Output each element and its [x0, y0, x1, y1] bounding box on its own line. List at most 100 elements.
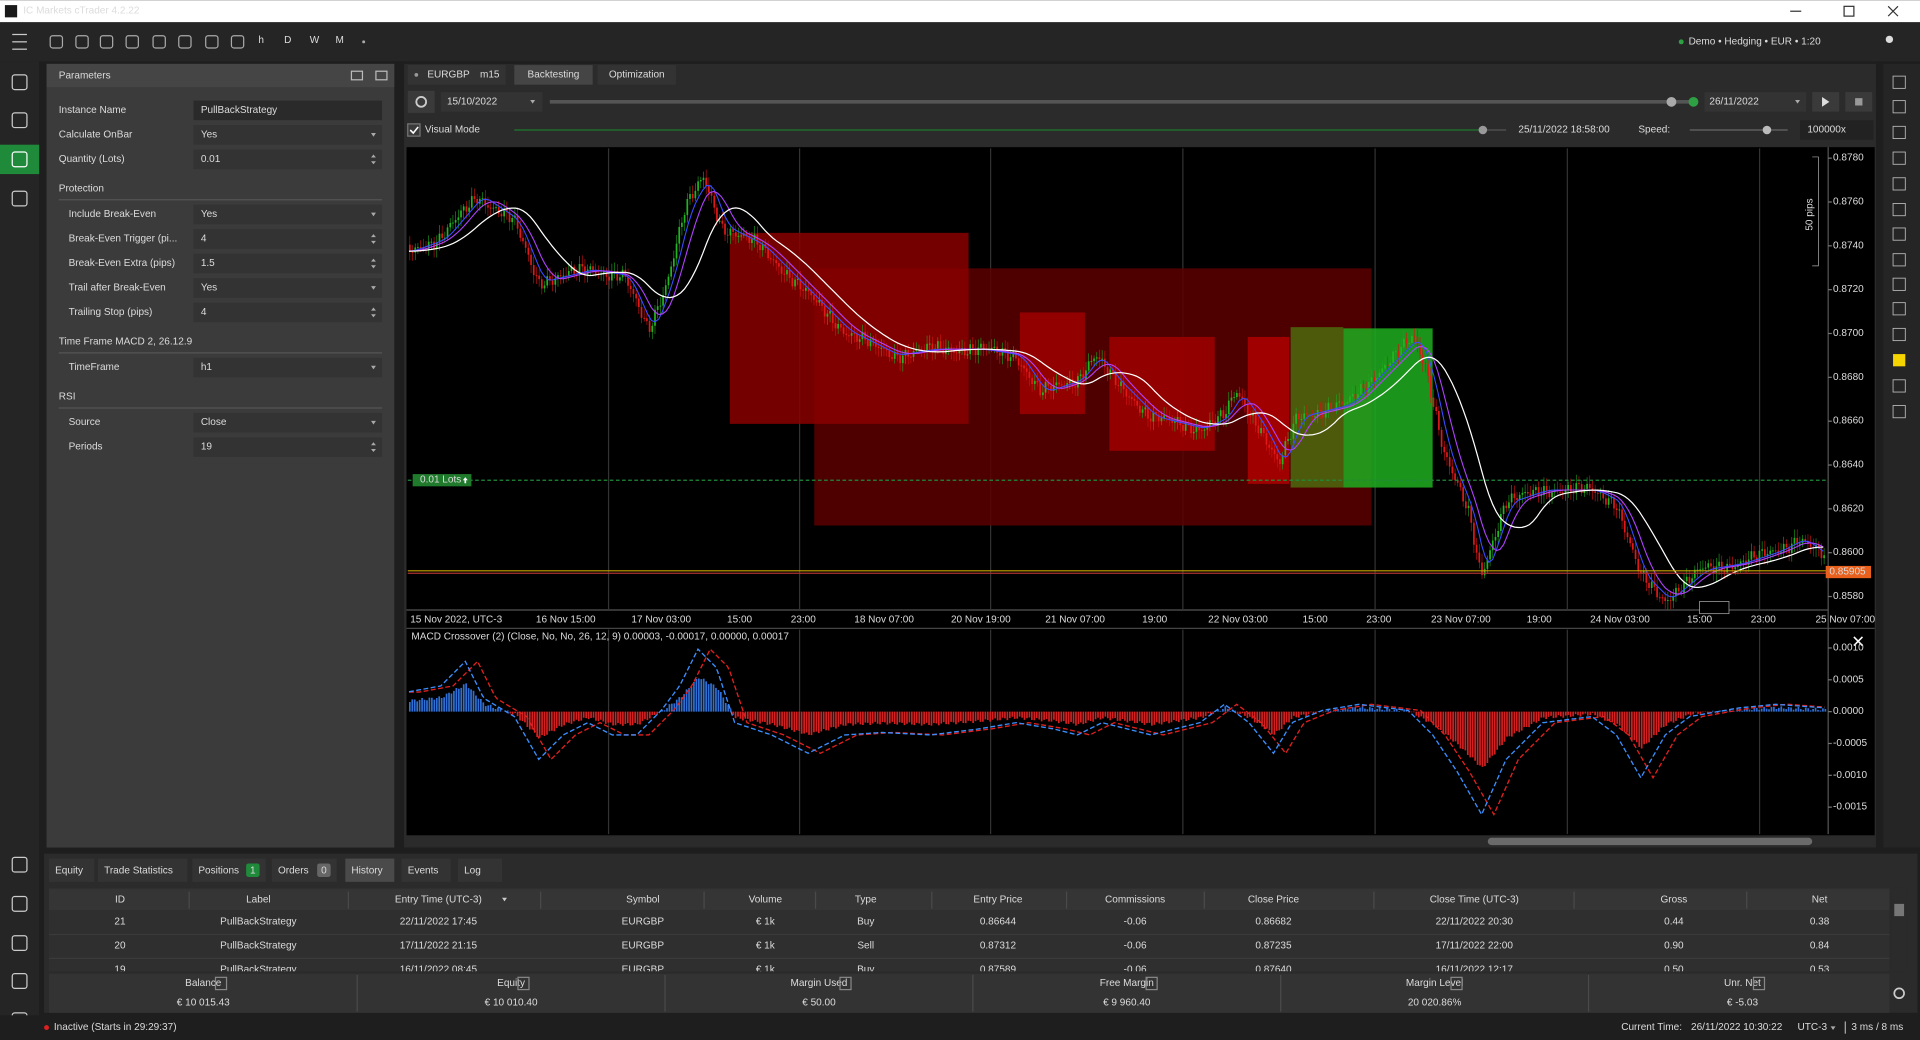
timeframe-button[interactable]: D: [284, 35, 291, 46]
drawing-tool[interactable]: [1892, 100, 1906, 114]
rail-button[interactable]: [11, 74, 28, 91]
parameter-input[interactable]: [193, 302, 383, 323]
column-header[interactable]: Close Price: [1248, 895, 1300, 906]
parameter-input[interactable]: [193, 100, 383, 121]
parameter-input[interactable]: [193, 204, 383, 225]
spinner[interactable]: [371, 154, 376, 165]
toolbar-button[interactable]: [99, 35, 114, 49]
info-icon[interactable]: [517, 976, 530, 991]
rail-button[interactable]: [11, 112, 28, 129]
rail-button[interactable]: [11, 895, 28, 912]
rail-button[interactable]: [11, 973, 28, 989]
position-badge[interactable]: [412, 474, 472, 487]
panel-button[interactable]: [375, 70, 388, 81]
drawing-tool[interactable]: [1892, 75, 1906, 89]
bottom-tab[interactable]: [48, 858, 95, 882]
info-icon[interactable]: [1752, 976, 1766, 991]
drawing-tool[interactable]: [1892, 405, 1906, 419]
settings-button[interactable]: [407, 90, 435, 113]
rail-button-active[interactable]: [0, 144, 40, 175]
speed-knob[interactable]: [1762, 125, 1772, 135]
drawing-tool[interactable]: [1892, 151, 1906, 165]
v-scroll-thumb[interactable]: [1894, 903, 1905, 917]
rail-button[interactable]: [11, 190, 28, 207]
bottom-tab[interactable]: [97, 858, 188, 882]
timezone[interactable]: UTC-3: [1798, 1022, 1828, 1033]
speed-input[interactable]: [1800, 120, 1874, 140]
price-label: 0.8640: [1833, 460, 1864, 471]
toolbar-button[interactable]: [125, 35, 139, 49]
drawing-tool[interactable]: [1893, 354, 1906, 367]
parameter-input[interactable]: [193, 229, 383, 249]
column-header[interactable]: Type: [855, 895, 877, 906]
restore-button[interactable]: [1843, 5, 1855, 17]
drawing-tool[interactable]: [1892, 277, 1906, 291]
parameter-input[interactable]: [193, 357, 383, 378]
timeframe-button[interactable]: M: [336, 35, 344, 46]
toolbar-button[interactable]: [205, 35, 219, 49]
parameter-input[interactable]: [193, 412, 383, 433]
scroll-thumb[interactable]: [1487, 837, 1813, 846]
column-header[interactable]: Symbol: [626, 895, 659, 906]
progress-knob[interactable]: [1478, 125, 1488, 135]
parameter-input[interactable]: [193, 149, 383, 170]
column-header[interactable]: Close Time (UTC-3): [1430, 895, 1519, 906]
bottom-tab[interactable]: [457, 858, 503, 882]
panel-button[interactable]: [350, 70, 364, 81]
bottom-tab[interactable]: [401, 858, 451, 882]
toolbar-button[interactable]: [152, 35, 166, 49]
close-button[interactable]: [1887, 5, 1899, 17]
rail-button[interactable]: [11, 856, 28, 873]
toolbar-button[interactable]: [178, 35, 192, 49]
column-header[interactable]: Commissions: [1105, 895, 1165, 906]
symbol-tab[interactable]: [407, 65, 506, 85]
drawing-tool[interactable]: [1892, 327, 1906, 342]
drawing-tool[interactable]: [1892, 203, 1906, 217]
column-header[interactable]: Entry Price: [973, 895, 1022, 906]
mode-tab[interactable]: [597, 65, 676, 85]
spinner[interactable]: [371, 234, 376, 244]
account-info[interactable]: Demo • Hedging • EUR • 1:20: [1689, 36, 1822, 47]
drawing-tool[interactable]: [1892, 177, 1906, 191]
info-icon[interactable]: [1145, 976, 1158, 991]
bottom-tab[interactable]: [345, 858, 395, 882]
parameter-input[interactable]: [193, 253, 383, 274]
range-knob[interactable]: [1688, 96, 1699, 107]
drawing-tool[interactable]: [1892, 379, 1906, 393]
mode-tab[interactable]: [514, 65, 593, 85]
timeframe-button[interactable]: h: [258, 35, 264, 46]
column-header[interactable]: Entry Time (UTC-3): [395, 895, 482, 906]
toolbar-button[interactable]: [230, 35, 245, 49]
user-icon[interactable]: [1885, 35, 1894, 44]
column-header[interactable]: Volume: [749, 895, 783, 906]
drawing-tool[interactable]: [1892, 227, 1906, 241]
drawing-tool[interactable]: [1892, 253, 1906, 267]
table-cell: 21: [114, 917, 126, 928]
column-header[interactable]: ID: [115, 895, 125, 906]
column-header[interactable]: Label: [246, 895, 271, 906]
range-knob[interactable]: [1666, 96, 1677, 107]
timeframe-button[interactable]: W: [310, 35, 320, 46]
start-date-input[interactable]: [440, 92, 543, 112]
end-date-input[interactable]: [1704, 92, 1807, 112]
spinner[interactable]: [371, 258, 376, 269]
rail-button[interactable]: [11, 935, 28, 952]
visual-mode-checkbox[interactable]: [407, 123, 421, 137]
account-dot: [1678, 39, 1684, 45]
parameter-input[interactable]: [193, 437, 383, 457]
info-icon[interactable]: [1450, 976, 1463, 991]
parameter-input[interactable]: [193, 125, 383, 145]
info-icon[interactable]: [839, 976, 852, 991]
column-header[interactable]: Gross: [1660, 895, 1687, 906]
parameter-input[interactable]: [193, 278, 383, 298]
close-pane[interactable]: [1853, 636, 1864, 647]
column-header[interactable]: Net: [1812, 895, 1828, 906]
drawing-tool[interactable]: [1892, 302, 1906, 316]
info-icon[interactable]: [214, 976, 228, 991]
drawing-tool[interactable]: [1892, 125, 1906, 139]
toolbar-button[interactable]: [75, 35, 89, 49]
spinner[interactable]: [371, 307, 376, 318]
toolbar-button[interactable]: [49, 35, 64, 49]
spinner[interactable]: [371, 442, 376, 453]
price-label: 0.8760: [1833, 197, 1864, 208]
